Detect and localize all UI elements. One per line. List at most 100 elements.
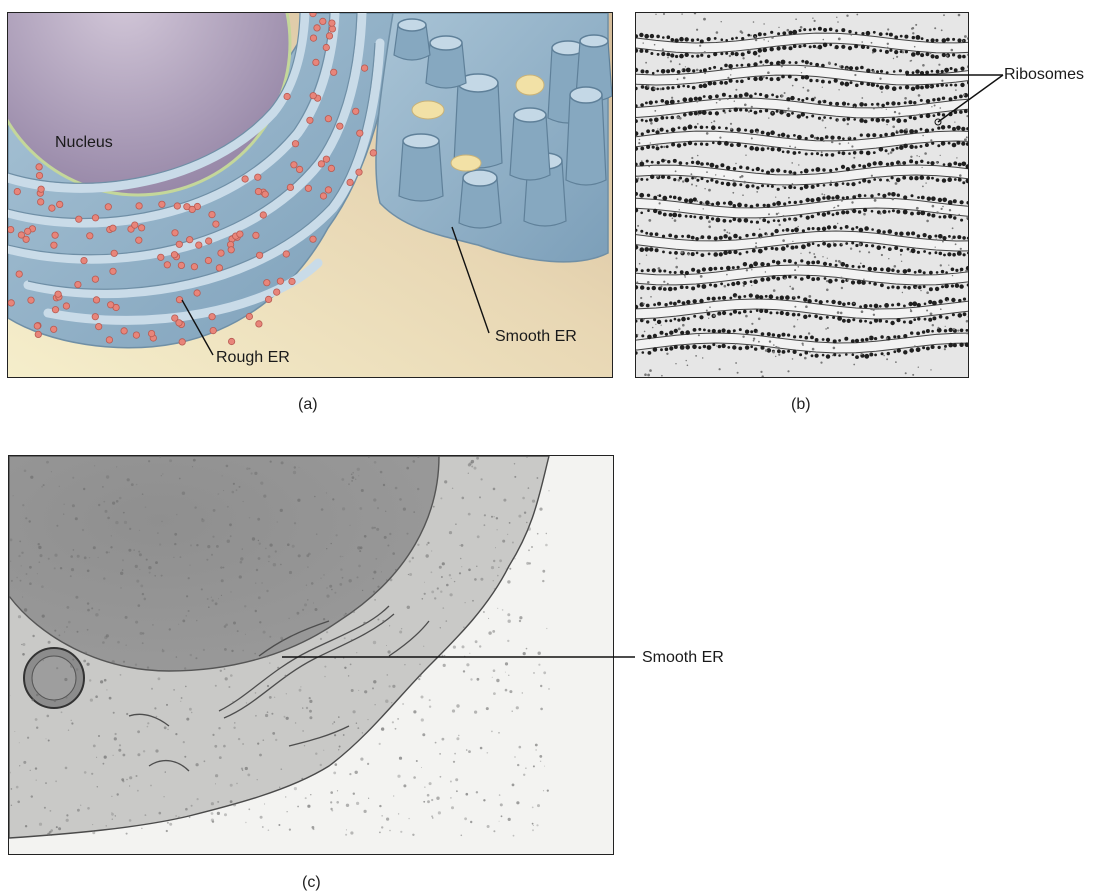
granule xyxy=(261,826,264,828)
ribosome-granule xyxy=(851,353,855,357)
granule xyxy=(49,810,52,812)
ribosome-granule xyxy=(647,351,652,355)
ribosome-granule xyxy=(780,59,786,65)
granule xyxy=(208,606,210,608)
ribosome-granule xyxy=(644,33,649,39)
granule xyxy=(244,766,248,771)
ribosome-granule xyxy=(692,197,697,202)
granule xyxy=(498,566,500,568)
ribosome-granule xyxy=(646,193,651,197)
background-granule xyxy=(704,72,707,75)
granule xyxy=(360,757,364,761)
ribosome-granule xyxy=(770,147,775,152)
granule xyxy=(173,689,176,691)
granule xyxy=(232,803,237,807)
ribosome-granule xyxy=(904,34,909,39)
granule xyxy=(157,677,161,681)
granule xyxy=(142,632,145,635)
ribosome-dot xyxy=(95,322,103,331)
ribosome-granule xyxy=(653,303,656,307)
granule xyxy=(432,505,435,508)
ribosome-granule xyxy=(966,201,968,205)
granule xyxy=(343,614,346,617)
ribosome-granule xyxy=(957,54,962,59)
ribosome-granule xyxy=(884,49,889,54)
ribosome-dot xyxy=(35,172,44,180)
granule xyxy=(272,563,277,567)
ribosome-granule xyxy=(783,169,787,173)
ribosome-granule xyxy=(816,183,820,187)
granule xyxy=(169,822,173,826)
ribosome-granule xyxy=(937,345,941,350)
ribosome-granule xyxy=(681,234,684,238)
ribosome-granule xyxy=(930,345,935,349)
granule xyxy=(517,763,520,767)
ribosome-granule xyxy=(862,164,867,169)
ribosome-granule xyxy=(708,67,712,70)
ribosome-granule xyxy=(807,299,812,304)
background-granule xyxy=(963,93,966,96)
granule xyxy=(257,517,261,521)
background-granule xyxy=(883,354,885,357)
granule xyxy=(97,556,99,559)
granule xyxy=(240,767,244,770)
ribosome-granule xyxy=(914,129,918,134)
ribosome-granule xyxy=(759,92,763,97)
granule xyxy=(442,607,445,609)
ribosome-granule xyxy=(636,67,639,73)
ribosome-granule xyxy=(788,30,793,35)
ribosome-granule xyxy=(695,160,701,165)
granule xyxy=(504,688,508,692)
ribosome-granule xyxy=(916,211,921,216)
ribosome-granule xyxy=(916,250,920,254)
ribosome-granule xyxy=(963,109,968,114)
granule xyxy=(307,804,311,808)
granule xyxy=(195,657,198,660)
ribosome-granule xyxy=(910,86,916,92)
ribosome-granule xyxy=(649,33,655,39)
ribosome-granule xyxy=(742,262,748,267)
ribosome-granule xyxy=(814,299,818,303)
ribosome-granule xyxy=(740,52,745,57)
ribosome-granule xyxy=(952,235,956,239)
ribosome-granule xyxy=(922,346,926,350)
granule xyxy=(147,722,150,725)
ribosome-granule xyxy=(647,334,652,340)
background-granule xyxy=(772,289,776,292)
ribosome-granule xyxy=(952,126,956,131)
ribosome-granule xyxy=(852,103,857,108)
granule xyxy=(219,669,222,672)
ribosome-granule xyxy=(831,196,835,200)
granule xyxy=(431,590,435,594)
ribosome-granule xyxy=(696,284,701,288)
ribosome-granule xyxy=(679,53,684,59)
granule xyxy=(195,763,199,767)
granule xyxy=(308,697,311,700)
ribosome-granule xyxy=(919,127,923,131)
ribosome-granule xyxy=(749,280,753,283)
ribosome-granule xyxy=(684,270,689,276)
granule xyxy=(34,718,38,721)
granule xyxy=(89,698,93,702)
ribosome-granule xyxy=(673,271,677,274)
ribosome-granule xyxy=(650,174,655,179)
ribosome-granule xyxy=(722,109,726,113)
ribosome-granule xyxy=(646,268,650,272)
granule xyxy=(451,487,454,489)
ribosome-granule xyxy=(793,171,797,175)
ribosome-granule xyxy=(684,214,688,218)
granule xyxy=(47,557,50,560)
granule xyxy=(138,550,141,553)
ribosome-granule xyxy=(938,299,943,304)
granule xyxy=(161,649,165,653)
granule xyxy=(217,493,220,495)
ribosome-granule xyxy=(780,132,786,137)
ribosome-granule xyxy=(876,70,879,74)
ribosome-granule xyxy=(790,95,795,101)
background-granule xyxy=(644,373,647,377)
ribosome-granule xyxy=(801,98,805,102)
background-granule xyxy=(757,54,761,58)
ribosome-granule xyxy=(751,168,755,172)
granule xyxy=(338,716,340,718)
ribosome-granule xyxy=(921,330,926,334)
